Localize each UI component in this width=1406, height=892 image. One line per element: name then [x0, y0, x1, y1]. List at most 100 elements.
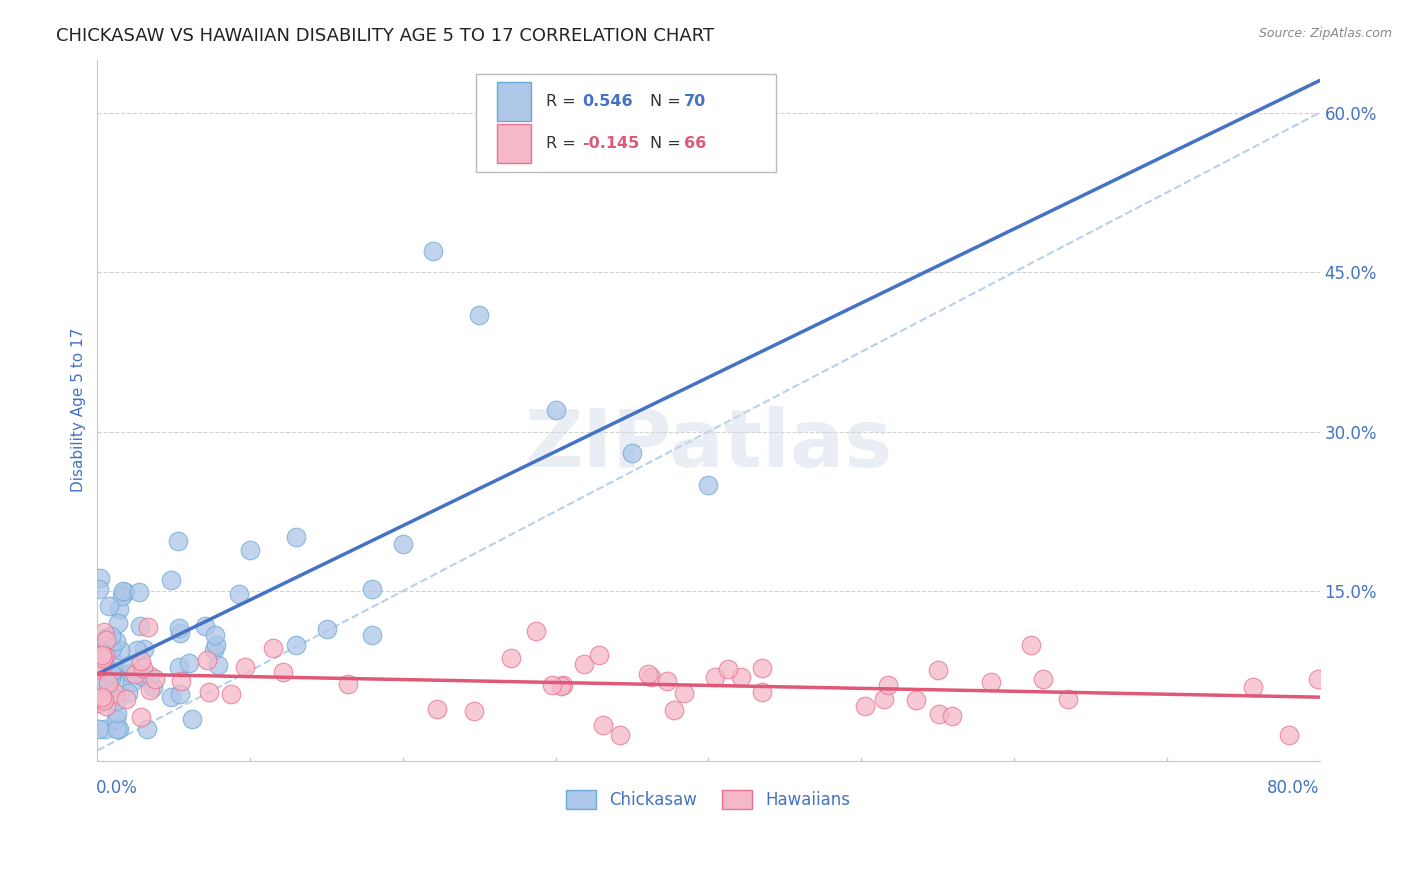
Point	[873, 692, 896, 706]
Point	[673, 686, 696, 700]
Text: 0.546: 0.546	[582, 95, 633, 109]
Point	[139, 682, 162, 697]
Point	[657, 674, 679, 689]
Text: 66: 66	[685, 136, 706, 152]
Point	[100, 641, 122, 656]
Point	[1241, 680, 1264, 694]
Bar	[496, 82, 531, 121]
Point	[751, 685, 773, 699]
Point	[89, 582, 111, 596]
Point	[107, 616, 129, 631]
Point	[941, 709, 963, 723]
Point	[93, 648, 115, 663]
Point	[89, 659, 111, 673]
Text: ZIPatlas: ZIPatlas	[524, 407, 893, 484]
Text: 80.0%: 80.0%	[1267, 779, 1320, 797]
Point	[637, 667, 659, 681]
Point	[361, 628, 384, 642]
Point	[132, 661, 155, 675]
Point	[550, 679, 572, 693]
Point	[112, 583, 135, 598]
Point	[136, 620, 159, 634]
Point	[877, 678, 900, 692]
Point	[392, 537, 415, 551]
Point	[463, 704, 485, 718]
Point	[202, 642, 225, 657]
Point	[97, 675, 120, 690]
Point	[1032, 672, 1054, 686]
Point	[717, 662, 740, 676]
Point	[93, 722, 115, 736]
Point	[104, 685, 127, 699]
Point	[87, 696, 110, 710]
Point	[105, 706, 128, 720]
Point	[195, 653, 218, 667]
Point	[100, 672, 122, 686]
Point	[169, 687, 191, 701]
Point	[87, 722, 110, 736]
Text: 0.0%: 0.0%	[96, 779, 138, 797]
Point	[499, 650, 522, 665]
Point	[194, 619, 217, 633]
Point	[87, 662, 110, 676]
Point	[121, 674, 143, 689]
Text: N =: N =	[650, 136, 686, 152]
Point	[96, 667, 118, 681]
Point	[197, 685, 219, 699]
Legend: Chickasaw, Hawaiians: Chickasaw, Hawaiians	[560, 783, 858, 816]
Point	[167, 659, 190, 673]
Point	[131, 654, 153, 668]
Point	[1306, 673, 1329, 687]
Point	[273, 665, 295, 679]
Point	[93, 693, 115, 707]
Point	[89, 571, 111, 585]
Text: N =: N =	[650, 95, 686, 109]
Point	[94, 658, 117, 673]
Point	[114, 585, 136, 599]
Point	[128, 585, 150, 599]
Point	[125, 643, 148, 657]
Point	[132, 642, 155, 657]
Point	[90, 674, 112, 689]
Point	[139, 669, 162, 683]
Point	[285, 638, 308, 652]
Point	[541, 678, 564, 692]
Point	[205, 638, 228, 652]
Point	[315, 622, 337, 636]
Point	[87, 657, 110, 671]
Point	[262, 640, 284, 655]
Point	[228, 587, 250, 601]
Point	[621, 446, 644, 460]
Point	[100, 629, 122, 643]
Point	[128, 618, 150, 632]
Point	[136, 722, 159, 736]
Point	[104, 656, 127, 670]
Point	[662, 703, 685, 717]
Bar	[496, 125, 531, 163]
Point	[94, 699, 117, 714]
Point	[233, 659, 256, 673]
Point	[730, 670, 752, 684]
Point	[159, 690, 181, 705]
Point	[167, 621, 190, 635]
Point	[110, 674, 132, 689]
Y-axis label: Disability Age 5 to 17: Disability Age 5 to 17	[72, 328, 86, 492]
Point	[105, 722, 128, 736]
Point	[204, 628, 226, 642]
Point	[97, 599, 120, 613]
Point	[169, 626, 191, 640]
Point	[609, 727, 631, 741]
Point	[93, 624, 115, 639]
Point	[853, 698, 876, 713]
Point	[91, 648, 114, 663]
Point	[101, 666, 124, 681]
Point	[697, 477, 720, 491]
Point	[592, 718, 614, 732]
Point	[1278, 727, 1301, 741]
Point	[117, 685, 139, 699]
Point	[551, 678, 574, 692]
Point	[167, 534, 190, 549]
Point	[142, 681, 165, 695]
Point	[111, 589, 134, 603]
Point	[904, 693, 927, 707]
